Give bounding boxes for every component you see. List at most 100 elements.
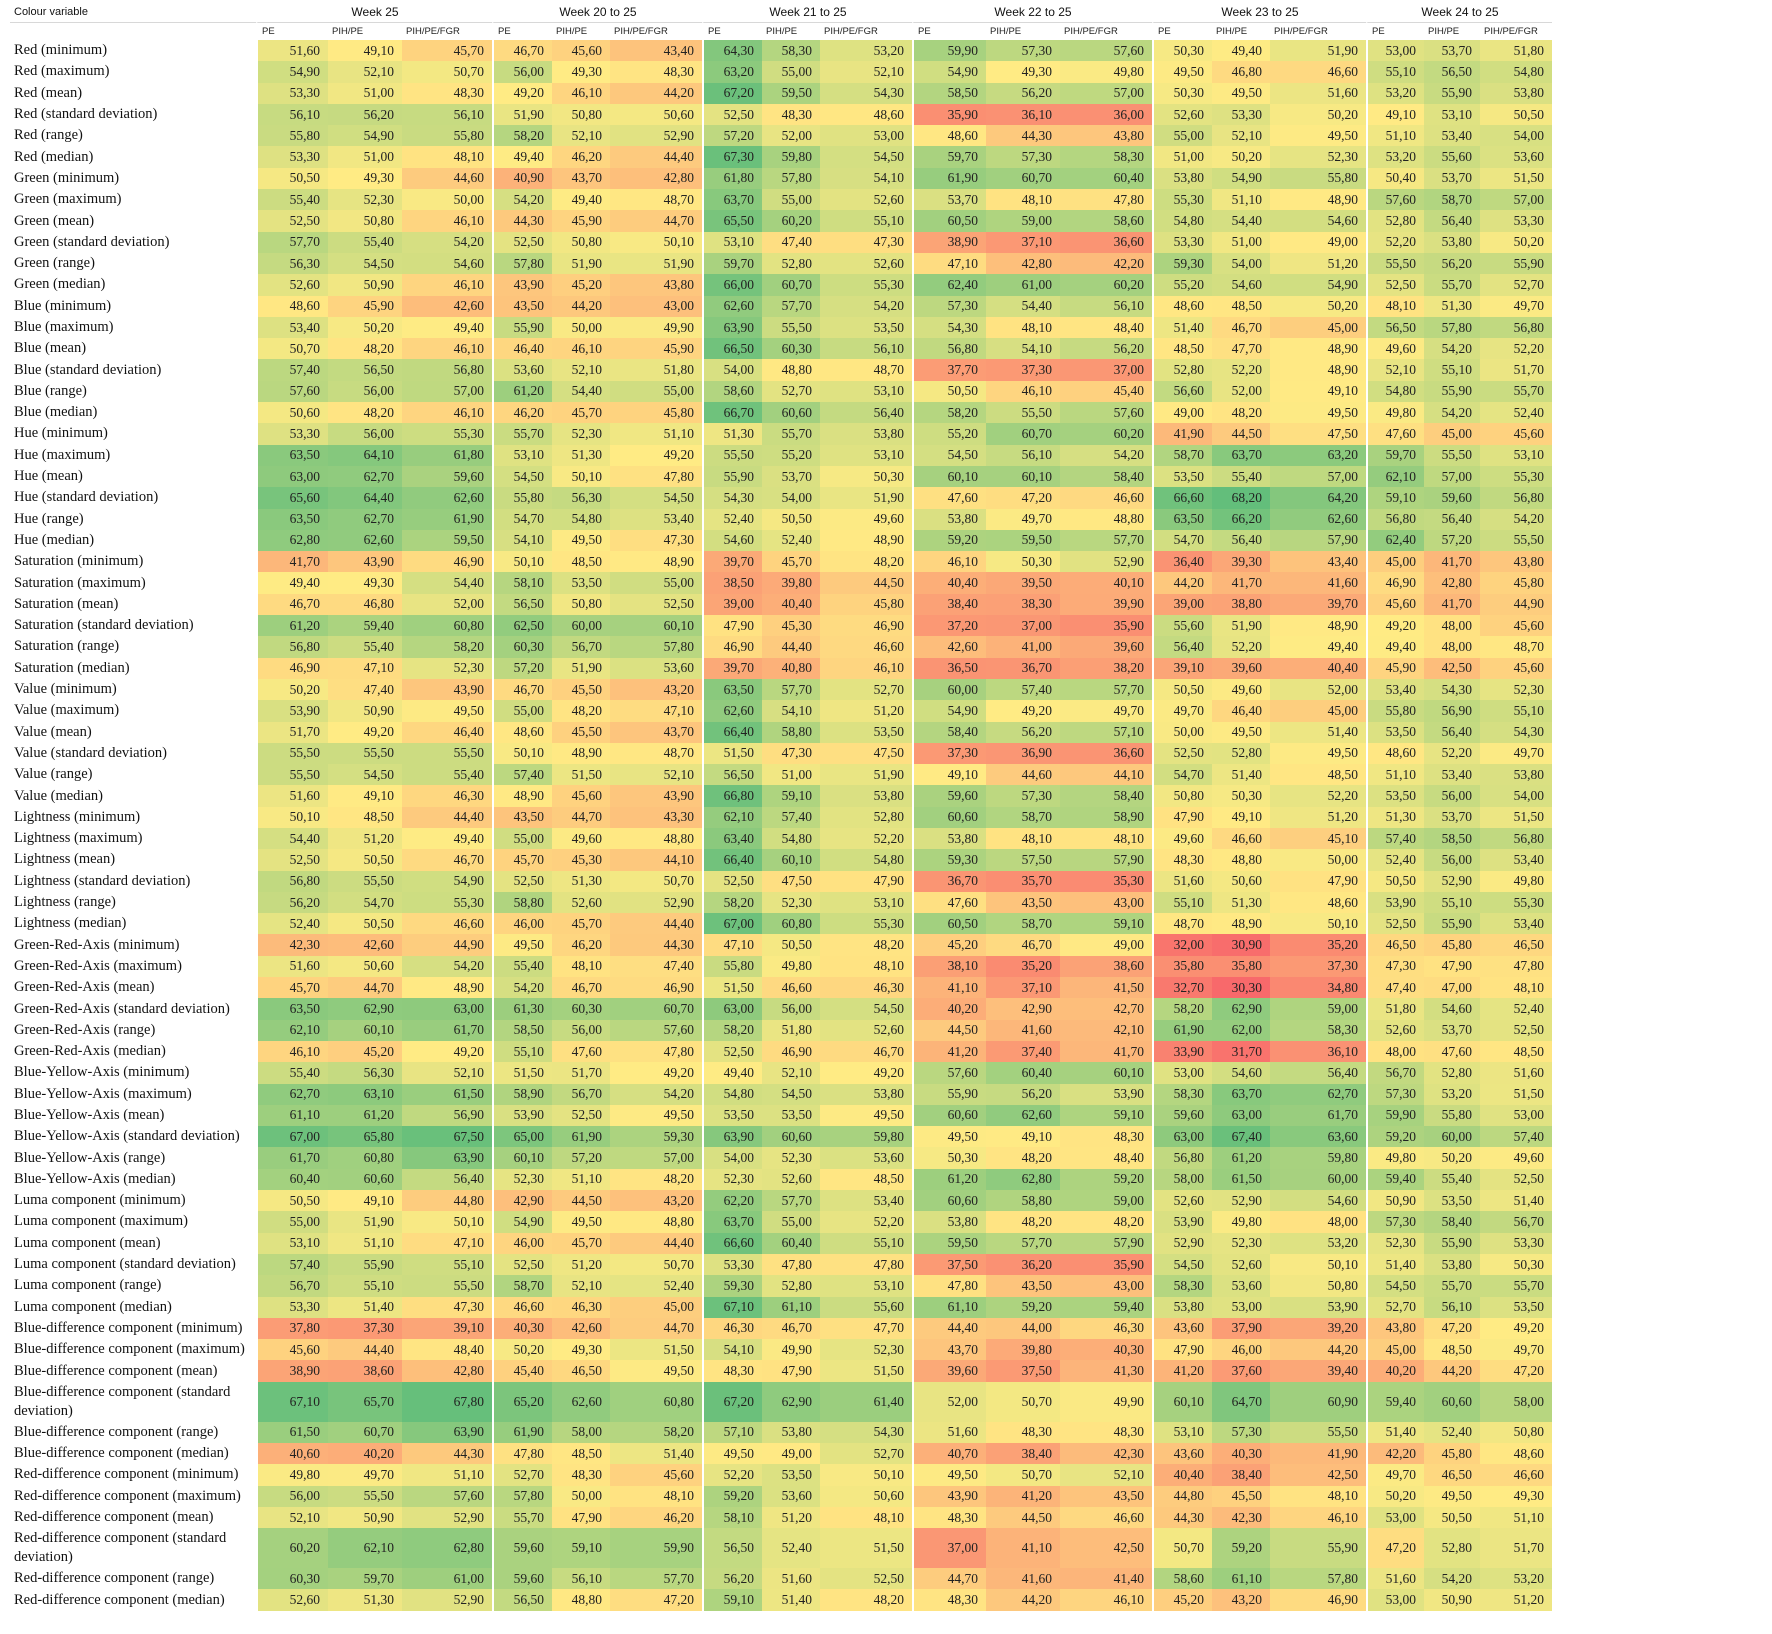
table-row: Lightness (mean) 52,50 50,50 46,70 45,70 45,3…	[10, 849, 1552, 871]
heatmap-cell: 51,60	[256, 955, 328, 978]
heatmap-cell: 55,60	[1152, 615, 1212, 637]
heatmap-cell: 47,80	[820, 1253, 912, 1276]
table-row: Red-difference component (median) 52,60 51…	[10, 1589, 1552, 1611]
heatmap-cell: 58,40	[912, 721, 986, 743]
table-row: Hue (median) 62,80 62,60 59,50 54,10 49,50 47,…	[10, 529, 1552, 552]
heatmap-cell: 63,50	[256, 444, 328, 466]
heatmap-cell: 56,30	[552, 487, 610, 509]
heatmap-cell: 53,80	[1424, 1253, 1480, 1276]
heatmap-cell: 53,80	[912, 508, 986, 530]
heatmap-cell: 60,10	[492, 1147, 552, 1169]
heatmap-cell: 42,20	[1366, 1443, 1424, 1465]
heatmap-cell: 41,10	[912, 977, 986, 999]
heatmap-cell: 48,50	[1152, 338, 1212, 360]
heatmap-cell: 60,70	[986, 423, 1060, 445]
heatmap-cell: 60,70	[986, 167, 1060, 190]
heatmap-cell: 55,10	[1152, 891, 1212, 914]
heatmap-cell: 58,70	[1152, 444, 1212, 466]
heatmap-cell: 47,20	[986, 487, 1060, 509]
heatmap-cell: 43,70	[610, 721, 702, 743]
heatmap-cell: 54,60	[402, 252, 492, 275]
heatmap-cell: 59,40	[1366, 1168, 1424, 1191]
heatmap-cell: 39,70	[1270, 593, 1366, 616]
week-group-header: Week 21 to 25	[702, 2, 912, 23]
heatmap-cell: 57,10	[1060, 721, 1152, 743]
heatmap-cell: 31,70	[1212, 1040, 1270, 1063]
heatmap-cell: 63,90	[702, 316, 762, 339]
heatmap-cell: 37,10	[986, 977, 1060, 999]
heatmap-cell: 53,00	[820, 125, 912, 147]
sub-column-header-row: PE PIH/PE PIH/PE/FGR PE PIH/PE PIH/PE/FGR PE PI…	[10, 23, 1552, 40]
heatmap-cell: 53,10	[1480, 444, 1552, 466]
heatmap-cell: 43,50	[492, 295, 552, 317]
heatmap-cell: 54,60	[1212, 1062, 1270, 1084]
heatmap-cell: 50,50	[256, 1190, 328, 1212]
heatmap-cell: 53,90	[1366, 891, 1424, 914]
heatmap-cell: 44,70	[610, 1317, 702, 1340]
heatmap-cell: 55,40	[1424, 1168, 1480, 1191]
heatmap-cell: 62,20	[702, 1190, 762, 1212]
heatmap-cell: 49,40	[1212, 40, 1270, 62]
heatmap-cell: 39,60	[1060, 636, 1152, 658]
heatmap-cell: 46,30	[820, 977, 912, 999]
heatmap-cell: 45,60	[1480, 657, 1552, 679]
heatmap-cell: 54,30	[1424, 678, 1480, 701]
heatmap-cell: 50,10	[492, 742, 552, 765]
heatmap-cell: 51,30	[1366, 806, 1424, 828]
heatmap-cell: 51,10	[552, 1168, 610, 1191]
heatmap-cell: 49,90	[610, 316, 702, 339]
heatmap-cell: 54,60	[1212, 274, 1270, 296]
heatmap-cell: 42,50	[1060, 1528, 1152, 1569]
heatmap-cell: 58,50	[1424, 827, 1480, 850]
heatmap-cell: 48,10	[986, 189, 1060, 211]
heatmap-cell: 63,90	[402, 1421, 492, 1443]
heatmap-cell: 51,80	[610, 359, 702, 381]
heatmap-cell: 60,30	[762, 338, 820, 360]
heatmap-cell: 56,80	[1480, 487, 1552, 509]
heatmap-cell: 50,20	[492, 1339, 552, 1361]
heatmap-cell: 49,10	[328, 1190, 402, 1212]
heatmap-cell: 36,60	[1060, 742, 1152, 765]
heatmap-cell: 53,50	[762, 1104, 820, 1127]
heatmap-cell: 55,20	[1152, 274, 1212, 296]
heatmap-cell: 44,30	[402, 1443, 492, 1465]
heatmap-cell: 56,20	[986, 1083, 1060, 1105]
heatmap-cell: 56,20	[1424, 252, 1480, 275]
heatmap-cell: 65,60	[256, 487, 328, 509]
heatmap-cell: 54,00	[702, 359, 762, 381]
table-row: Green-Red-Axis (median) 46,10 45,20 49,20 55…	[10, 1040, 1552, 1063]
heatmap-cell: 55,80	[702, 955, 762, 978]
heatmap-cell: 48,90	[1212, 913, 1270, 935]
heatmap-cell: 50,50	[1480, 103, 1552, 126]
table-row: Value (maximum) 53,90 50,90 49,50 55,00 48,20…	[10, 700, 1552, 722]
heatmap-cell: 48,00	[1366, 1040, 1424, 1063]
heatmap-cell: 45,00	[1366, 551, 1424, 573]
heatmap-cell: 46,60	[1060, 1506, 1152, 1529]
table-row: Green-Red-Axis (standard deviation) 63,50…	[10, 998, 1552, 1020]
heatmap-cell: 55,50	[986, 402, 1060, 424]
heatmap-cell: 49,20	[402, 1040, 492, 1063]
heatmap-cell: 43,80	[610, 274, 702, 296]
heatmap-cell: 46,10	[552, 338, 610, 360]
heatmap-cell: 45,00	[1424, 423, 1480, 445]
heatmap-cell: 61,00	[402, 1568, 492, 1590]
heatmap-cell: 54,20	[402, 231, 492, 253]
sub-column-header: PIH/PE	[556, 26, 588, 37]
heatmap-cell: 60,60	[328, 1168, 402, 1191]
heatmap-cell: 43,20	[1212, 1589, 1270, 1611]
heatmap-cell: 37,70	[912, 359, 986, 381]
heatmap-cell: 41,70	[1060, 1040, 1152, 1063]
heatmap-cell: 59,40	[1366, 1381, 1424, 1422]
heatmap-cell: 48,60	[912, 125, 986, 147]
heatmap-cell: 46,10	[256, 1040, 328, 1063]
heatmap-cell: 46,70	[492, 40, 552, 62]
heatmap-cell: 50,50	[328, 849, 402, 871]
heatmap-cell: 59,30	[702, 1275, 762, 1297]
heatmap-cell: 50,80	[552, 231, 610, 253]
heatmap-cell: 53,60	[820, 1147, 912, 1169]
heatmap-cell: 56,40	[1152, 636, 1212, 658]
heatmap-cell: 46,40	[492, 338, 552, 360]
heatmap-cell: 50,30	[1480, 1253, 1552, 1276]
heatmap-cell: 52,30	[552, 423, 610, 445]
heatmap-cell: 62,50	[492, 615, 552, 637]
